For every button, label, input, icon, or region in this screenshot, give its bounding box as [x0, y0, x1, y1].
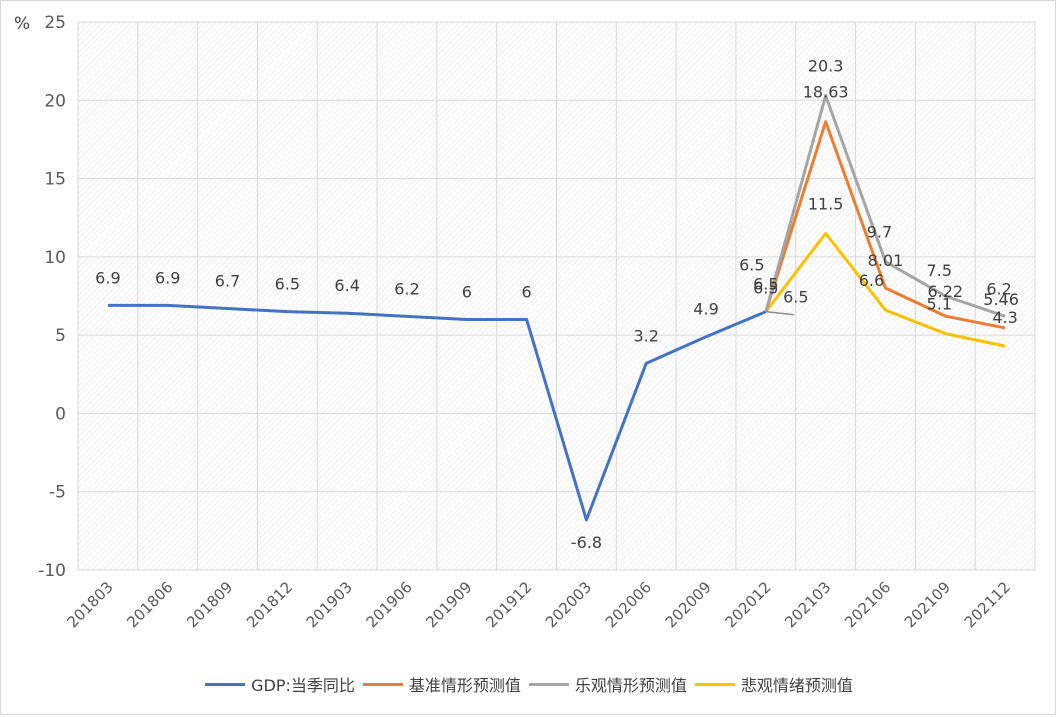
data-label: 5.1	[927, 295, 952, 314]
legend-swatch	[362, 682, 403, 686]
data-label: 6.22	[927, 282, 963, 301]
legend-label: GDP:当季同比	[251, 676, 355, 695]
data-label: 4.9	[693, 300, 718, 319]
gridlines	[77, 21, 1036, 571]
y-axis-unit: %	[14, 14, 30, 34]
x-tick-label: 201806	[123, 578, 176, 631]
x-tick-label: 202106	[841, 578, 894, 631]
x-tick-label: 201803	[64, 578, 117, 631]
data-label: 18.63	[803, 83, 849, 102]
data-label: 6	[522, 282, 532, 301]
x-tick-label: 202103	[781, 578, 834, 631]
x-tick-label: 202009	[662, 578, 715, 631]
data-label: 6.4	[334, 276, 359, 295]
leader-line	[765, 310, 794, 316]
legend-item: 基准情形预测值	[362, 672, 521, 696]
legend-swatch	[528, 682, 569, 686]
x-tick-label: 202006	[602, 578, 655, 631]
legend-item: 乐观情形预测值	[528, 672, 687, 696]
y-tick-label: -10	[38, 561, 66, 581]
x-tick-label: 201909	[422, 578, 475, 631]
legend-item: 悲观情绪预测值	[694, 672, 853, 696]
legend: GDP:当季同比 基准情形预测值 乐观情形预测值 悲观情绪预测值	[0, 672, 1058, 696]
data-labels: 6.9 6.9 6.7 6.5 6.4 6.2 6 6-6.83.24.96.56.518.6…	[95, 57, 1019, 552]
series-line	[764, 94, 1006, 318]
x-tick-label: 201912	[482, 578, 535, 631]
x-axis-ticks: 201803 201806 201809 201812 201903 201906 2019…	[64, 578, 1014, 631]
data-label: 6.5	[739, 256, 764, 275]
y-tick-label: -5	[49, 483, 66, 503]
data-label: 9.7	[867, 223, 892, 242]
data-label: 5.46	[983, 290, 1019, 309]
legend-swatch	[205, 682, 246, 686]
series-line	[764, 231, 1006, 348]
data-label: 6.9	[95, 268, 120, 287]
data-label: 6.6	[859, 271, 884, 290]
y-tick-label: 15	[44, 170, 66, 190]
series-line	[107, 303, 767, 522]
data-label: 6.5	[753, 279, 778, 298]
y-tick-label: 0	[55, 404, 66, 424]
data-label: 6.7	[215, 272, 240, 291]
series-lines	[107, 94, 1006, 522]
data-label: 6.2	[986, 279, 1011, 298]
x-tick-label: 202012	[721, 578, 774, 631]
series-line	[764, 120, 1006, 330]
data-label: 6.5	[275, 275, 300, 294]
data-label: 20.3	[808, 57, 844, 76]
y-tick-label: 20	[44, 91, 66, 111]
y-tick-label: 25	[44, 13, 66, 33]
y-axis-ticks: -10 -5 0 5 10 15 20 25	[38, 13, 66, 581]
y-tick-label: 5	[55, 326, 66, 346]
data-label: 6	[462, 282, 472, 301]
data-label: 8.01	[868, 251, 904, 270]
data-label: 7.5	[927, 261, 952, 280]
x-tick-label: 202003	[542, 578, 595, 631]
data-label: 11.5	[808, 194, 844, 213]
x-tick-label: 202112	[961, 578, 1014, 631]
data-label: 6.2	[394, 279, 419, 298]
legend-swatch	[694, 682, 735, 686]
data-label: 6.9	[155, 268, 180, 287]
legend-label: 基准情形预测值	[408, 676, 521, 695]
x-tick-label: 201812	[243, 578, 296, 631]
legend-item: GDP:当季同比	[205, 672, 355, 696]
data-label: 3.2	[633, 326, 658, 345]
x-tick-label: 201809	[183, 578, 236, 631]
x-tick-label: 202109	[901, 578, 954, 631]
data-label: -6.8	[571, 533, 602, 552]
y-tick-label: 10	[44, 248, 66, 268]
x-tick-label: 201906	[363, 578, 416, 631]
data-label: 6.5	[753, 275, 778, 294]
data-label: 4.3	[992, 308, 1017, 327]
data-label: 6.5	[783, 288, 808, 307]
legend-label: 悲观情绪预测值	[740, 676, 853, 695]
x-tick-label: 201903	[303, 578, 356, 631]
legend-label: 乐观情形预测值	[574, 676, 687, 695]
